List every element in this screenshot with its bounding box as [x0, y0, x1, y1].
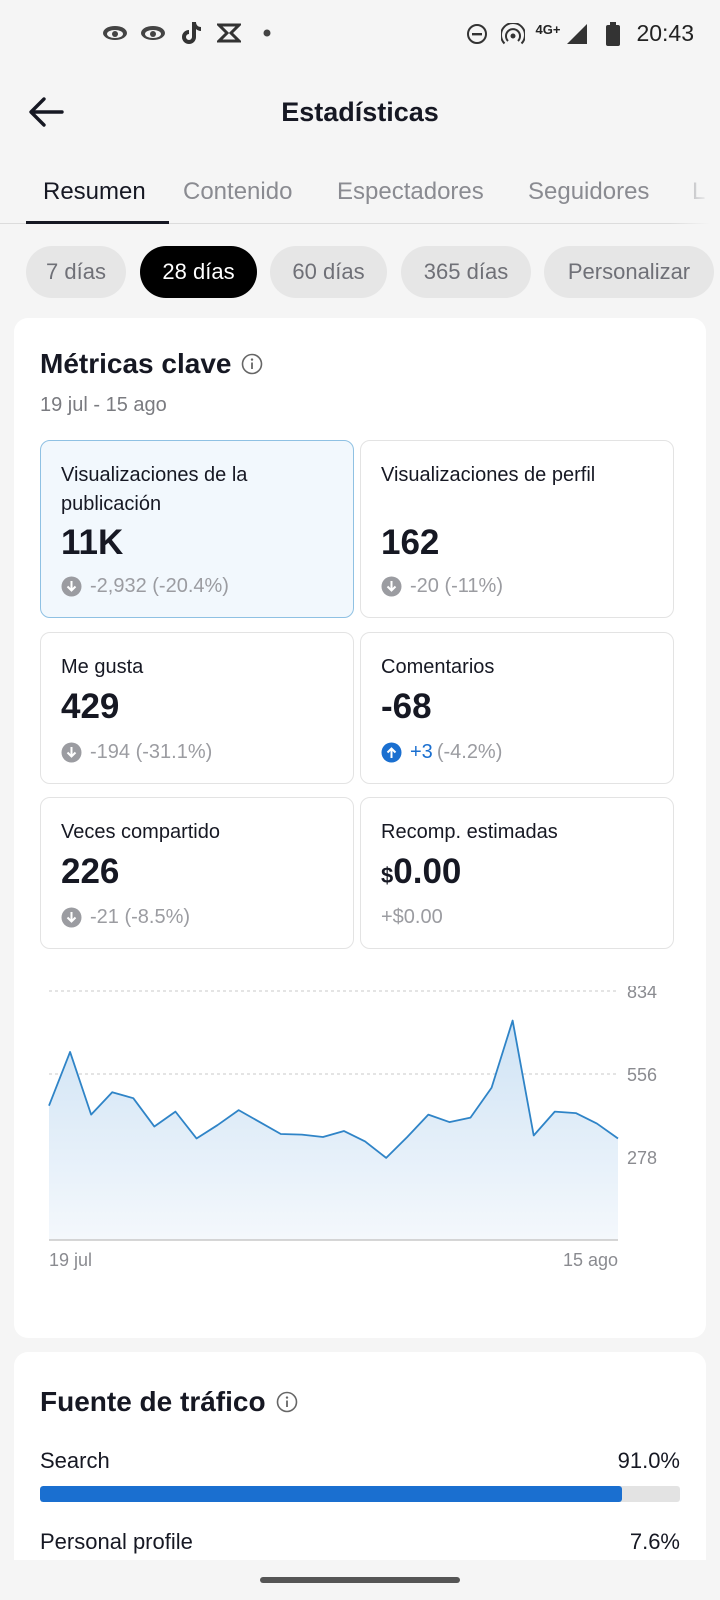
- do-not-disturb-icon: [464, 21, 490, 47]
- metric-change-text: +$0.00: [381, 906, 443, 928]
- chip-7-dias[interactable]: 7 días: [26, 246, 126, 298]
- metric-label: Visualizaciones de la publicación: [61, 464, 248, 515]
- metric-value: -68: [381, 687, 432, 726]
- metric-change-text: -194 (-31.1%): [90, 741, 213, 763]
- metric-value: 226: [61, 852, 120, 891]
- chart-area: [49, 1020, 618, 1240]
- metric-change-rest: (-4.2%): [436, 741, 503, 763]
- x-tick-label-end: 15 ago: [563, 1250, 618, 1270]
- metric-value: 162: [381, 523, 440, 562]
- y-tick-label: 834: [627, 986, 657, 1002]
- metric-card-shares[interactable]: Veces compartido 226 -21 (-8.5%): [40, 797, 354, 949]
- chart-line: [48, 1019, 619, 1159]
- traffic-source-card: Fuente de tráfico Search 91.0% Personal …: [14, 1352, 706, 1600]
- metric-value: 429: [61, 687, 120, 726]
- status-bar: 4G+ 20:43: [0, 0, 720, 72]
- metric-card-comments[interactable]: Comentarios -68 +3 (-4.2%): [360, 632, 674, 784]
- dot-icon: [254, 20, 280, 46]
- metric-label: Veces compartido: [61, 821, 220, 843]
- metric-value: 11K: [61, 523, 124, 562]
- page-title: Estadísticas: [281, 97, 439, 127]
- arrow-down-circle-icon: [61, 742, 82, 763]
- traffic-source-pct: 91.0%: [617, 1448, 680, 1473]
- network-type: 4G+: [535, 22, 561, 37]
- tiktok-icon: [178, 20, 204, 46]
- metric-label: Me gusta: [61, 656, 144, 678]
- chip-60-dias[interactable]: 60 días: [270, 246, 387, 298]
- notification-icons: [102, 20, 280, 46]
- metric-label: Visualizaciones de perfil: [381, 464, 596, 486]
- metric-label: Recomp. estimadas: [381, 821, 558, 843]
- tab-fade: [670, 160, 720, 224]
- info-icon[interactable]: [276, 1391, 298, 1413]
- info-icon[interactable]: [241, 353, 263, 375]
- key-metrics-card: Métricas clave 19 jul - 15 ago Visualiza…: [14, 318, 706, 1338]
- y-tick-label: 556: [627, 1065, 657, 1085]
- key-metrics-title: Métricas clave: [40, 348, 232, 379]
- tab-seguidores[interactable]: Seguidores: [528, 178, 650, 205]
- metric-change: +3 (-4.2%): [381, 741, 502, 764]
- arrow-down-circle-icon: [61, 576, 82, 597]
- tab-espectadores[interactable]: Espectadores: [337, 178, 484, 205]
- metric-change-text: -2,932 (-20.4%): [90, 575, 229, 597]
- metric-change-text: -20 (-11%): [410, 575, 503, 597]
- metric-change: -194 (-31.1%): [61, 741, 212, 764]
- x-tick-label-start: 19 jul: [49, 1250, 92, 1270]
- battery-icon: [600, 21, 626, 47]
- metric-change-up: +3: [410, 741, 433, 763]
- chip-personalizar[interactable]: Personalizar: [544, 246, 714, 298]
- hotspot-icon: [500, 21, 526, 47]
- period-selector: 7 días 28 días 60 días 365 días Personal…: [0, 246, 720, 298]
- home-indicator[interactable]: [260, 1577, 460, 1583]
- metric-card-likes[interactable]: Me gusta 429 -194 (-31.1%): [40, 632, 354, 784]
- signal-icon: [564, 21, 590, 47]
- metric-change: +$0.00: [381, 906, 443, 929]
- key-metrics-title-row: Métricas clave: [40, 348, 263, 380]
- metric-label: Comentarios: [381, 656, 495, 678]
- metric-value: $0.00: [381, 852, 461, 892]
- traffic-bar-search: [40, 1486, 680, 1502]
- metric-card-est-rewards[interactable]: Recomp. estimadas $0.00 +$0.00: [360, 797, 674, 949]
- app-header: Estadísticas: [0, 72, 720, 152]
- arrow-up-circle-icon: [381, 742, 402, 763]
- tab-contenido[interactable]: Contenido: [183, 178, 293, 205]
- post-views-chart: 834 556 278 19 jul 15 ago: [48, 986, 657, 1270]
- back-button[interactable]: [26, 92, 66, 132]
- currency-symbol: $: [381, 863, 394, 888]
- clock: 20:43: [636, 20, 694, 46]
- arrow-down-circle-icon: [381, 576, 402, 597]
- y-tick-label: 278: [627, 1148, 657, 1168]
- metric-change: -2,932 (-20.4%): [61, 575, 229, 598]
- capcut-icon: [216, 20, 242, 46]
- metric-card-profile-views[interactable]: Visualizaciones de perfil 162 -20 (-11%): [360, 440, 674, 618]
- tab-resumen[interactable]: Resumen: [43, 178, 146, 205]
- traffic-bar-fill: [40, 1486, 623, 1502]
- metric-change: -20 (-11%): [381, 575, 503, 598]
- arrow-down-circle-icon: [61, 907, 82, 928]
- metric-change-text: -21 (-8.5%): [90, 906, 191, 928]
- traffic-title-row: Fuente de tráfico: [40, 1386, 298, 1418]
- tab-bar: Resumen Contenido Espectadores Seguidore…: [0, 160, 720, 224]
- eye-app-icon: [102, 20, 128, 46]
- traffic-title: Fuente de tráfico: [40, 1386, 266, 1417]
- traffic-source-pct: 7.6%: [629, 1529, 680, 1554]
- chip-28-dias[interactable]: 28 días: [140, 246, 257, 298]
- arrow-left-icon: [29, 97, 64, 127]
- metric-value-number: 0.00: [393, 852, 462, 891]
- tab-active-indicator: [26, 221, 169, 224]
- chip-365-dias[interactable]: 365 días: [401, 246, 531, 298]
- metric-card-post-views[interactable]: Visualizaciones de la publicación 11K -2…: [40, 440, 354, 618]
- traffic-source-name: Personal profile: [40, 1529, 193, 1554]
- traffic-source-name: Search: [40, 1448, 110, 1473]
- eye-app-icon: [140, 20, 166, 46]
- metric-change: -21 (-8.5%): [61, 906, 190, 929]
- date-range: 19 jul - 15 ago: [40, 394, 167, 416]
